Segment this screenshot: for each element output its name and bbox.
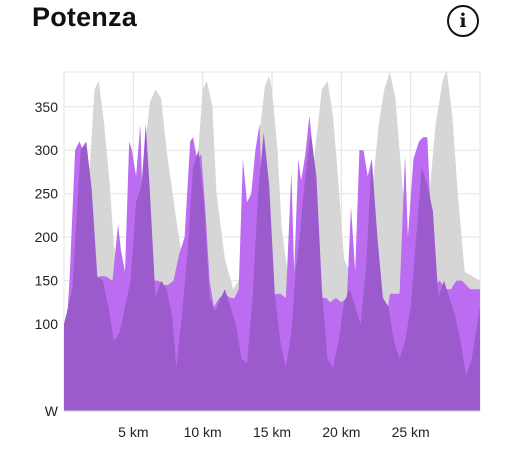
x-tick-label: 25 km: [392, 424, 430, 440]
axes: 100 150 200 250 300 350 5 km 10 km 15 km 20 km 25 …: [35, 99, 480, 440]
y-tick-label: 150: [35, 273, 59, 289]
series-area-purple_dark: [64, 124, 480, 411]
info-circle-icon[interactable]: i: [447, 5, 479, 37]
x-tick-label: 5 km: [118, 424, 148, 440]
y-tick-label: 200: [35, 229, 59, 245]
info-glyph: i: [459, 10, 467, 32]
y-tick-label: 250: [35, 186, 59, 202]
page-title: Potenza: [32, 2, 137, 32]
y-tick-label: 100: [35, 316, 59, 332]
x-tick-label: 15 km: [253, 424, 291, 440]
y-tick-label: 350: [35, 99, 59, 115]
y-tick-label: 300: [35, 142, 59, 158]
x-tick-label: 10 km: [184, 424, 222, 440]
series-areas: [64, 70, 480, 412]
y-unit-label: W: [45, 403, 59, 419]
x-tick-label: 20 km: [322, 424, 360, 440]
